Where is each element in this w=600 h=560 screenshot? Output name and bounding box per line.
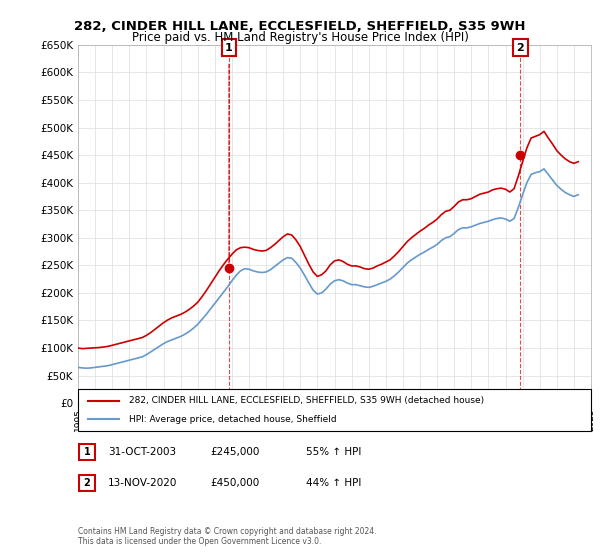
Text: £450,000: £450,000 — [210, 478, 259, 488]
Text: 13-NOV-2020: 13-NOV-2020 — [108, 478, 178, 488]
Text: 282, CINDER HILL LANE, ECCLESFIELD, SHEFFIELD, S35 9WH (detached house): 282, CINDER HILL LANE, ECCLESFIELD, SHEF… — [130, 396, 484, 405]
Text: 282, CINDER HILL LANE, ECCLESFIELD, SHEFFIELD, S35 9WH: 282, CINDER HILL LANE, ECCLESFIELD, SHEF… — [74, 20, 526, 32]
Text: HPI: Average price, detached house, Sheffield: HPI: Average price, detached house, Shef… — [130, 415, 337, 424]
Text: Contains HM Land Registry data © Crown copyright and database right 2024.
This d: Contains HM Land Registry data © Crown c… — [78, 526, 377, 546]
FancyBboxPatch shape — [79, 475, 95, 491]
Text: 1: 1 — [225, 43, 233, 53]
Text: 1: 1 — [83, 447, 91, 457]
Text: 2: 2 — [83, 478, 91, 488]
Text: 2: 2 — [517, 43, 524, 53]
FancyBboxPatch shape — [78, 389, 591, 431]
Text: £245,000: £245,000 — [210, 447, 259, 458]
Text: 31-OCT-2003: 31-OCT-2003 — [108, 447, 176, 458]
Text: Price paid vs. HM Land Registry's House Price Index (HPI): Price paid vs. HM Land Registry's House … — [131, 31, 469, 44]
Text: 44% ↑ HPI: 44% ↑ HPI — [306, 478, 361, 488]
FancyBboxPatch shape — [79, 444, 95, 460]
Text: 55% ↑ HPI: 55% ↑ HPI — [306, 447, 361, 458]
